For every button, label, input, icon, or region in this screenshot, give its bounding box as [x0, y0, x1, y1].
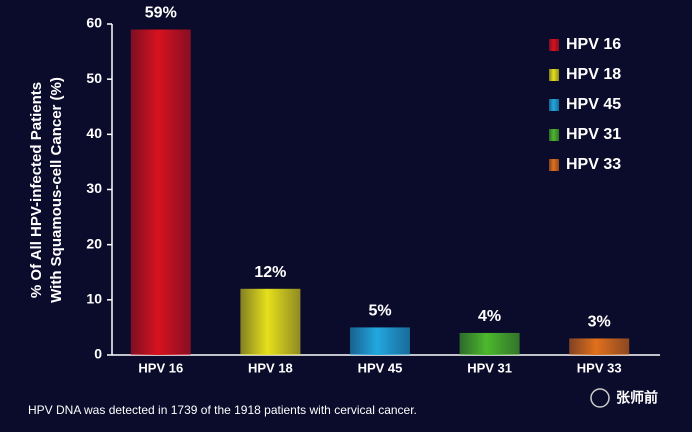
y-tick-label: 20	[86, 235, 102, 251]
legend-swatch	[549, 129, 559, 141]
y-axis-label: % Of All HPV-infected Patients With Squa…	[28, 77, 65, 303]
bar	[569, 338, 630, 355]
bar	[459, 332, 520, 355]
legend-swatch	[549, 159, 559, 171]
x-tick-label: HPV 31	[467, 360, 512, 375]
y-tick-label: 10	[86, 291, 102, 307]
y-tick-label: 60	[86, 15, 102, 31]
watermark-icon	[590, 388, 610, 408]
value-label: 12%	[254, 264, 286, 281]
x-tick-label: HPV 18	[248, 360, 293, 375]
y-tick-label: 0	[94, 346, 102, 362]
bar	[130, 29, 191, 356]
value-label: 4%	[478, 308, 501, 325]
value-label: 59%	[145, 5, 177, 22]
footnote: HPV DNA was detected in 1739 of the 1918…	[28, 403, 417, 417]
y-tick-label: 30	[86, 180, 102, 196]
x-tick-label: HPV 45	[358, 360, 403, 375]
legend-swatch	[549, 99, 559, 111]
value-label: 5%	[368, 303, 391, 320]
legend-label: HPV 16	[566, 36, 621, 53]
y-axis-label-line: With Squamous-cell Cancer (%)	[48, 77, 65, 303]
legend-label: HPV 33	[566, 156, 621, 173]
value-label: 3%	[588, 314, 611, 331]
x-tick-label: HPV 16	[138, 360, 183, 375]
watermark: 张师前	[616, 390, 658, 406]
legend-label: HPV 45	[566, 96, 621, 113]
legend-swatch	[549, 39, 559, 51]
legend-swatch	[549, 69, 559, 81]
y-tick-label: 40	[86, 125, 102, 141]
legend-label: HPV 18	[566, 66, 621, 83]
y-tick-label: 50	[86, 70, 102, 86]
x-tick-label: HPV 33	[577, 360, 622, 375]
y-axis-label-line: % Of All HPV-infected Patients	[28, 82, 45, 298]
bar	[240, 288, 301, 355]
bar	[350, 327, 410, 355]
legend-label: HPV 31	[566, 126, 621, 143]
